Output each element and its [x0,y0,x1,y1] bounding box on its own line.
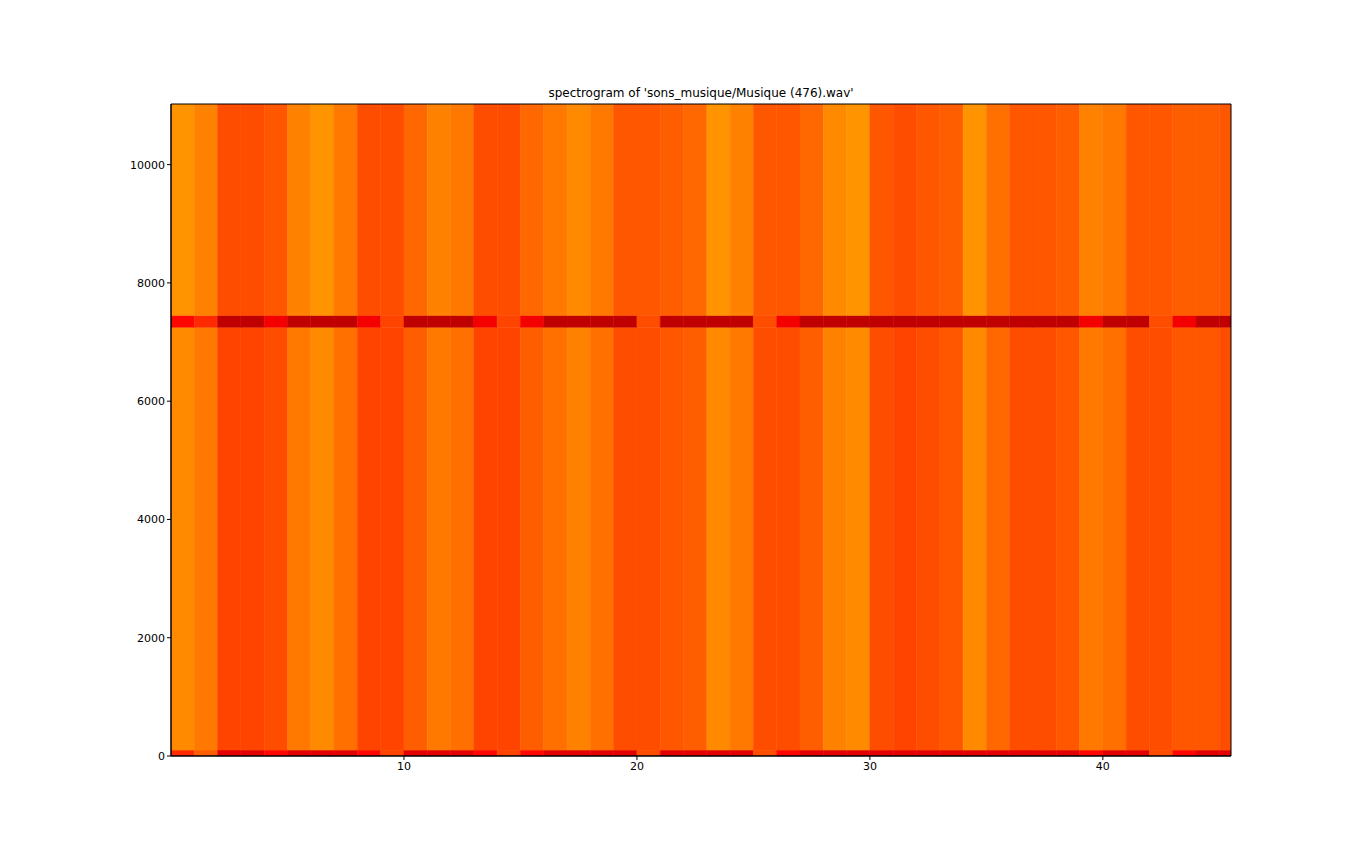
svg-text:8000: 8000 [137,277,165,290]
svg-text:4000: 4000 [137,513,165,526]
svg-text:20: 20 [630,760,644,773]
svg-text:0: 0 [158,750,165,763]
svg-text:30: 30 [863,760,877,773]
svg-text:6000: 6000 [137,395,165,408]
svg-text:10: 10 [397,760,411,773]
svg-text:40: 40 [1096,760,1110,773]
html-text:spectrogram of 'sons_musique/M: spectrogram of 'sons_musique/Musique (47… [548,86,854,100]
svg-text:2000: 2000 [137,632,165,645]
svg-text:10000: 10000 [130,159,165,172]
